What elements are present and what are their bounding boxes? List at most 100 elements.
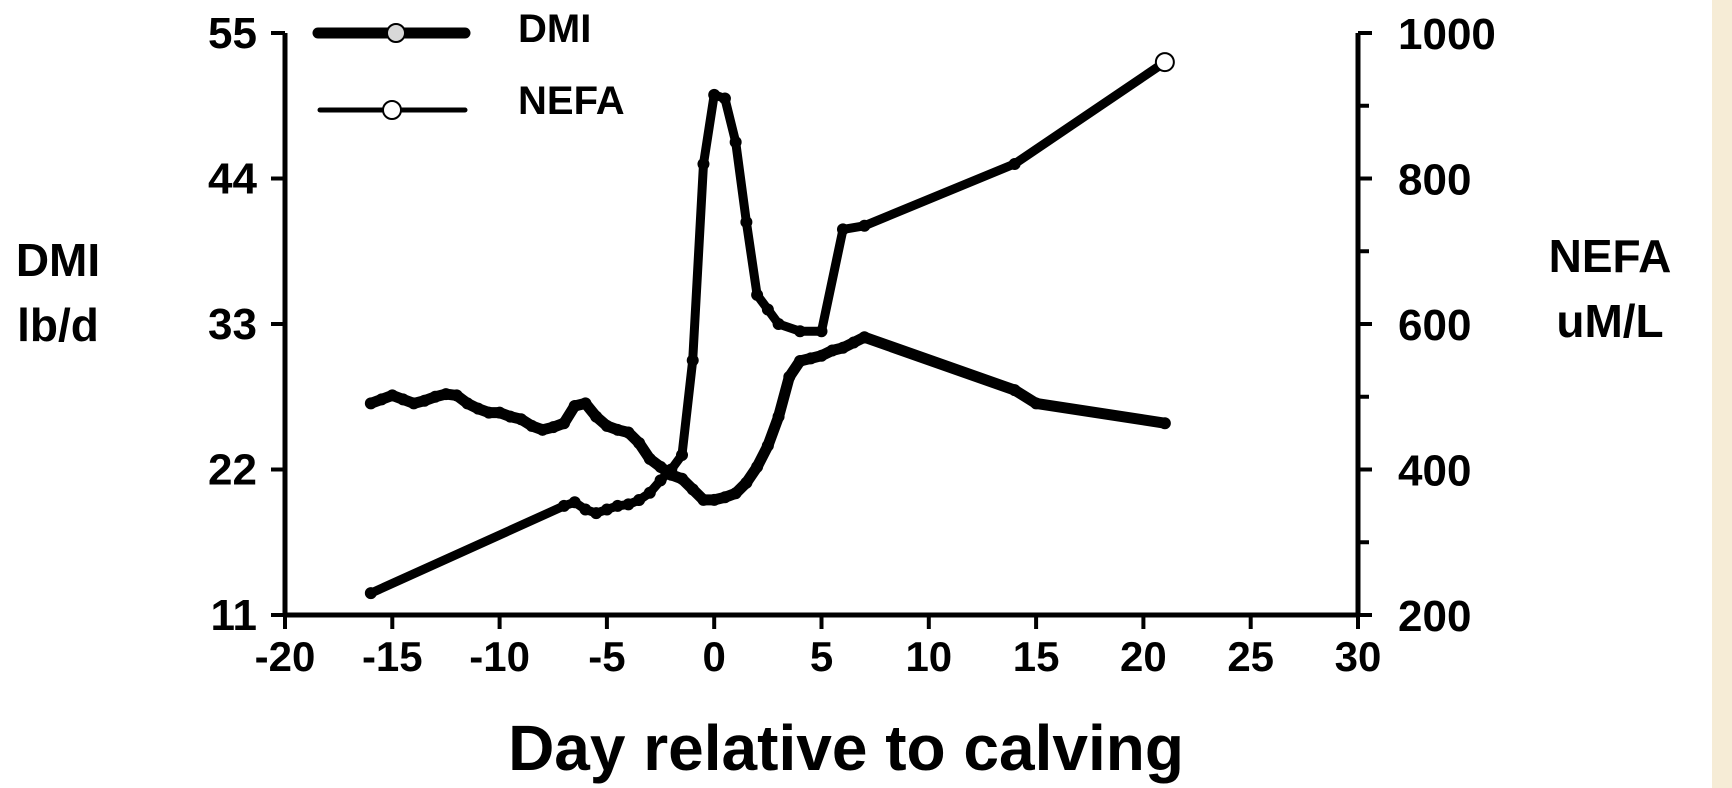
nefa-point xyxy=(568,496,581,509)
legend-dmi-label: DMI xyxy=(518,7,591,51)
dmi-point xyxy=(504,410,517,423)
nefa-point xyxy=(815,325,828,338)
dmi-point xyxy=(794,355,807,368)
dmi-point xyxy=(751,460,764,473)
dmi-point xyxy=(557,417,570,430)
nefa-point xyxy=(1154,52,1175,73)
dmi-point xyxy=(450,389,463,402)
nefa-series-line xyxy=(366,57,1170,598)
y-right-tick-label: 200 xyxy=(1398,592,1471,641)
x-tick-label: 25 xyxy=(1227,633,1274,680)
nefa-point xyxy=(600,503,613,516)
dmi-point xyxy=(536,423,549,436)
dmi-point xyxy=(643,452,656,465)
x-tick-label: 10 xyxy=(905,633,952,680)
legend-nefa-label: NEFA xyxy=(518,79,625,123)
dmi-point xyxy=(525,419,538,432)
nefa-point xyxy=(718,92,731,105)
dmi-point xyxy=(568,400,581,413)
right-axis-title-line2: uM/L xyxy=(1556,295,1663,347)
dmi-point xyxy=(858,331,871,344)
nefa-point xyxy=(772,318,785,330)
y-left-tick-label: 55 xyxy=(208,9,257,58)
dmi-point xyxy=(676,472,689,485)
nefa-point xyxy=(579,503,592,516)
dmi-point xyxy=(1030,397,1043,410)
dmi-point xyxy=(836,341,849,354)
dmi-point xyxy=(600,419,613,432)
series-layer xyxy=(364,52,1175,600)
dmi-point xyxy=(407,397,420,410)
nefa-point xyxy=(794,325,807,338)
dmi-point xyxy=(729,487,742,500)
nefa-point xyxy=(665,463,678,476)
tick-labels: -20 -15 -10 -5 0 5 10 15 20 25 30 11 22 33 44 55 200 400 6… xyxy=(208,9,1496,680)
dmi-point xyxy=(493,406,506,419)
dmi-point xyxy=(708,493,721,506)
nefa-point xyxy=(676,448,689,461)
nefa-point xyxy=(708,88,721,101)
dmi-point xyxy=(740,476,753,489)
dmi-point xyxy=(1158,417,1171,430)
nefa-point xyxy=(590,507,603,520)
nefa-point xyxy=(364,587,377,600)
dmi-point xyxy=(461,397,474,410)
right-axis-title-line1: NEFA xyxy=(1549,230,1672,282)
dmi-point xyxy=(622,426,635,439)
y-left-tick-label: 33 xyxy=(208,300,257,349)
nefa-point xyxy=(557,499,570,512)
dmi-point xyxy=(847,336,860,349)
dmi-point xyxy=(397,393,410,406)
dmi-point xyxy=(761,439,774,452)
y-right-tick-label: 1000 xyxy=(1398,10,1496,59)
dmi-point xyxy=(611,423,624,436)
dmi-point xyxy=(1008,384,1021,397)
x-tick-label: 15 xyxy=(1013,633,1060,680)
y-right-tick-label: 600 xyxy=(1398,301,1471,350)
legend: DMI NEFA xyxy=(312,7,625,123)
dmi-point xyxy=(686,483,699,496)
dmi-point xyxy=(515,413,528,426)
nefa-point xyxy=(633,494,646,507)
y-left-tick-label: 22 xyxy=(208,446,257,495)
right-edge-band xyxy=(1712,0,1732,788)
dmi-point xyxy=(826,344,839,357)
dmi-point xyxy=(482,406,495,419)
y-right-tick-label: 800 xyxy=(1398,156,1471,205)
x-tick-label: 20 xyxy=(1120,633,1167,680)
axis-ticks xyxy=(271,31,1372,629)
x-axis-title: Day relative to calving xyxy=(508,712,1184,784)
legend-nefa-marker xyxy=(382,100,402,120)
nefa-point xyxy=(836,223,849,236)
y-left-tick-label: 11 xyxy=(210,591,257,640)
dmi-point xyxy=(418,394,431,407)
dmi-point xyxy=(718,491,731,504)
nefa-point xyxy=(1008,157,1021,170)
nefa-point xyxy=(729,136,742,149)
y-left-tick-label: 44 xyxy=(208,155,257,204)
y-right-tick-label: 400 xyxy=(1398,447,1471,496)
x-tick-label: 5 xyxy=(810,633,833,680)
nefa-point xyxy=(622,498,635,511)
legend-dmi-marker xyxy=(386,23,406,43)
x-tick-label: -10 xyxy=(469,633,530,680)
dmi-point xyxy=(772,410,785,423)
dmi-point xyxy=(364,397,377,410)
dmi-point xyxy=(375,393,388,406)
nefa-point xyxy=(697,157,710,170)
dmi-point xyxy=(804,352,817,365)
dmi-point xyxy=(547,421,560,434)
dmi-point xyxy=(472,402,485,415)
dmi-point xyxy=(386,389,399,402)
dmi-point xyxy=(590,410,603,423)
nefa-point xyxy=(643,486,656,499)
dmi-point xyxy=(429,390,442,403)
x-tick-label: 30 xyxy=(1335,633,1382,680)
dmi-series-line xyxy=(365,331,1171,506)
x-tick-label: 0 xyxy=(703,633,726,680)
dmi-point xyxy=(697,493,710,506)
nefa-point xyxy=(740,216,753,229)
x-tick-label: -15 xyxy=(362,633,423,680)
left-axis-title-line1: DMI xyxy=(16,234,100,286)
